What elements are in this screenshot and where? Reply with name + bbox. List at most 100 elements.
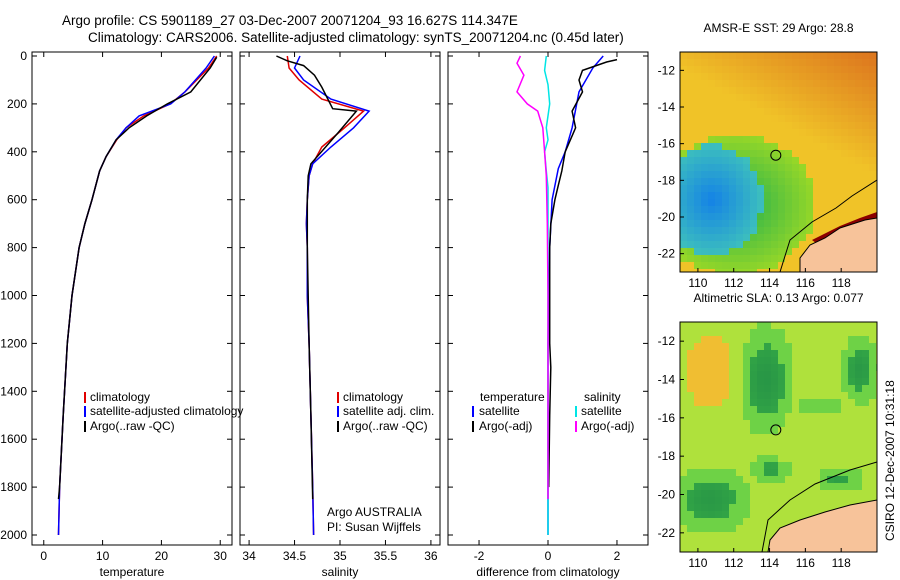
map-cell xyxy=(708,448,716,456)
map-cell xyxy=(743,136,751,144)
map-cell xyxy=(771,157,779,165)
map-cell xyxy=(694,185,702,193)
map-cell xyxy=(722,73,730,81)
map-cell xyxy=(757,241,765,249)
map-cell xyxy=(701,164,709,172)
map-cell xyxy=(848,413,856,421)
map-cell xyxy=(736,427,744,435)
map-cell xyxy=(722,441,730,449)
map-cell xyxy=(827,136,835,144)
map-cell xyxy=(813,199,821,207)
map-cell xyxy=(722,94,730,102)
map-cell xyxy=(799,52,807,60)
map-cell xyxy=(813,101,821,109)
map-cell xyxy=(729,329,737,337)
map-cell xyxy=(708,364,716,372)
map-cell xyxy=(813,87,821,95)
map-cell xyxy=(729,350,737,358)
map-cell xyxy=(729,150,737,158)
map-cell xyxy=(848,206,856,214)
map-cell xyxy=(708,73,716,81)
map-cell xyxy=(708,483,716,491)
map-cell xyxy=(743,371,751,379)
map-cell xyxy=(722,164,730,172)
map-cell xyxy=(750,157,758,165)
map-cell xyxy=(736,546,744,552)
map-cell xyxy=(848,385,856,393)
map-cell xyxy=(827,213,835,221)
map-cell xyxy=(813,227,821,235)
map-cell xyxy=(680,241,688,249)
map-cell xyxy=(715,350,723,358)
map-cell xyxy=(750,122,758,130)
map-cell xyxy=(806,448,814,456)
map-cell xyxy=(764,357,772,365)
map-cell xyxy=(771,525,779,533)
map-cell xyxy=(806,511,814,519)
map-cell xyxy=(680,371,688,379)
map-cell xyxy=(869,143,877,151)
map-cell xyxy=(820,497,828,505)
map-cell xyxy=(736,192,744,200)
map-cell xyxy=(701,129,709,137)
map-cell xyxy=(799,108,807,116)
map-cell xyxy=(743,157,751,165)
map-cell xyxy=(778,441,786,449)
map-cell xyxy=(687,241,695,249)
map-cell xyxy=(841,441,849,449)
map-cell xyxy=(743,213,751,221)
map-cell xyxy=(708,518,716,526)
map-cell xyxy=(722,497,730,505)
map-cell xyxy=(848,441,856,449)
map-cell xyxy=(862,392,870,400)
map-cell xyxy=(841,178,849,186)
map-cell xyxy=(785,248,793,256)
map-cell xyxy=(743,350,751,358)
map-cell xyxy=(820,213,828,221)
map-cell xyxy=(869,164,877,172)
map-cell xyxy=(764,434,772,442)
map-cell xyxy=(799,399,807,407)
map-cell xyxy=(680,483,688,491)
map-cell xyxy=(722,185,730,193)
map-cell xyxy=(722,122,730,130)
map-cell xyxy=(806,469,814,477)
map-cell xyxy=(820,52,828,60)
map-cell xyxy=(785,108,793,116)
map-cell xyxy=(869,136,877,144)
map-cell xyxy=(750,143,758,151)
map-cell xyxy=(827,322,835,330)
map-cell xyxy=(736,539,744,547)
map-cell xyxy=(680,66,688,74)
map-cell xyxy=(715,434,723,442)
map-cell xyxy=(743,413,751,421)
map-cell xyxy=(799,192,807,200)
map-cell xyxy=(820,199,828,207)
map-cell xyxy=(757,546,765,552)
map-cell xyxy=(799,213,807,221)
map-cell xyxy=(834,378,842,386)
map-cell xyxy=(694,336,702,344)
map-cell xyxy=(813,385,821,393)
map-cell xyxy=(729,469,737,477)
map-cell xyxy=(687,350,695,358)
map-cell xyxy=(841,66,849,74)
map-cell xyxy=(806,483,814,491)
map-cell xyxy=(778,122,786,130)
map-cell xyxy=(694,206,702,214)
map-cell xyxy=(813,434,821,442)
map-cell xyxy=(827,392,835,400)
map-cell xyxy=(687,234,695,242)
map-cell xyxy=(869,364,877,372)
map-cell xyxy=(827,413,835,421)
map-cell xyxy=(778,448,786,456)
map-cell xyxy=(799,490,807,498)
map-cell xyxy=(729,73,737,81)
map-cell xyxy=(729,413,737,421)
map-cell xyxy=(708,462,716,470)
map-cell xyxy=(799,497,807,505)
map-cell xyxy=(764,122,772,130)
map-cell xyxy=(771,143,779,151)
map-cell xyxy=(813,185,821,193)
